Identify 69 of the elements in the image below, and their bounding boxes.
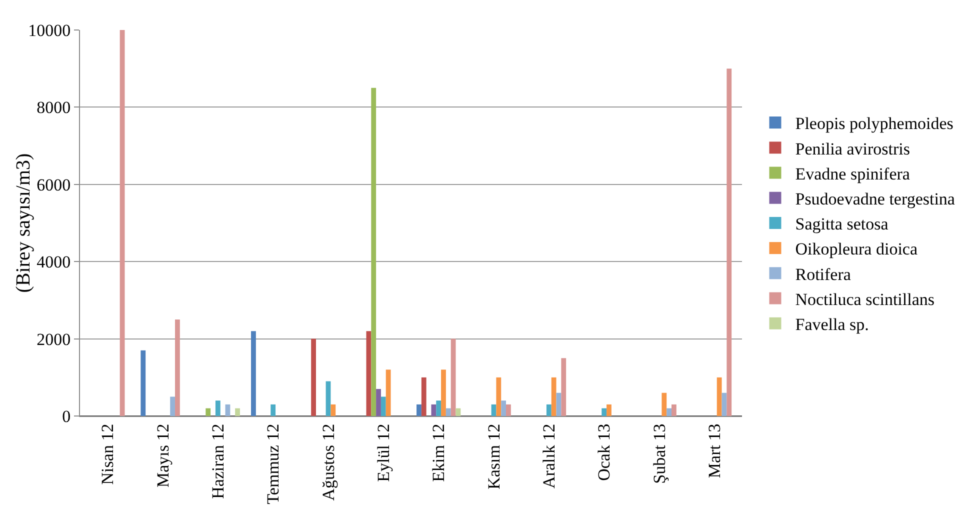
y-axis-title: (Birey sayısı/m3) — [12, 153, 35, 293]
legend-label: Sagitta setosa — [795, 214, 889, 234]
bar — [380, 396, 386, 416]
x-tick-label: Temmuz 12 — [264, 424, 283, 504]
bar — [501, 400, 506, 416]
x-tick-label: Mayıs 12 — [153, 424, 172, 488]
x-tick-label: Ocak 13 — [594, 424, 614, 481]
bar — [431, 404, 436, 416]
x-tick-label: Mart 13 — [704, 424, 724, 478]
x-tick-label: Ekim 12 — [429, 424, 448, 482]
legend-label: Penilia avirostris — [795, 139, 910, 158]
bar — [366, 331, 372, 416]
bar — [496, 377, 502, 416]
x-tick-label: Nisan 12 — [98, 424, 118, 485]
bar — [225, 404, 230, 416]
legend-label: Oikopleura dioica — [795, 240, 918, 259]
bar — [556, 392, 562, 416]
y-tick-label: 6000 — [36, 175, 71, 194]
x-tick-label: Kasım 12 — [484, 424, 504, 490]
y-tick-label: 4000 — [36, 252, 71, 272]
bar — [506, 404, 511, 416]
bar — [421, 377, 426, 416]
bar — [215, 400, 220, 416]
bar — [551, 377, 556, 416]
bar — [206, 408, 211, 416]
bar — [491, 404, 496, 416]
bar — [436, 400, 442, 416]
bar — [546, 404, 552, 416]
bar — [175, 320, 180, 416]
bar — [270, 404, 276, 416]
x-tick-label: Ağustos 12 — [318, 424, 338, 501]
bar — [251, 331, 256, 416]
bar — [330, 404, 336, 416]
bar — [376, 388, 381, 416]
bar — [235, 408, 240, 416]
bar — [672, 404, 676, 416]
y-tick-label: 10000 — [28, 20, 71, 40]
legend-label: Psudoevadne tergestina — [795, 189, 956, 208]
bar — [666, 408, 672, 416]
bar — [170, 396, 176, 416]
bar — [726, 68, 732, 416]
bar — [602, 408, 607, 416]
bar — [446, 408, 451, 416]
x-tick-label: Şubat 13 — [650, 424, 669, 484]
legend-label: Pleopis polyphemoides — [795, 114, 954, 134]
y-tick-label: 0 — [62, 406, 71, 426]
bar — [450, 338, 456, 416]
legend-label: Favella sp. — [795, 314, 869, 334]
bar — [441, 370, 446, 416]
legend-label: Evadne spinifera — [795, 164, 910, 184]
bar — [371, 88, 376, 416]
bar — [606, 404, 612, 416]
bar — [311, 338, 316, 416]
x-tick-label: Eylül 12 — [374, 424, 393, 482]
bar — [722, 392, 727, 416]
bar — [716, 377, 722, 416]
bar — [386, 370, 391, 416]
bar — [140, 350, 146, 416]
bar — [326, 381, 331, 416]
bar — [416, 404, 422, 416]
x-tick-label: Aralık 12 — [539, 424, 558, 488]
y-tick-label: 2000 — [36, 330, 71, 349]
y-tick-label: 8000 — [36, 98, 71, 118]
legend-label: Noctiluca scintillans — [795, 290, 935, 309]
legend-label: Rotifera — [795, 264, 852, 284]
bar — [662, 392, 667, 416]
bar — [120, 30, 125, 416]
bar — [561, 358, 566, 416]
x-tick-label: Haziran 12 — [208, 424, 228, 499]
